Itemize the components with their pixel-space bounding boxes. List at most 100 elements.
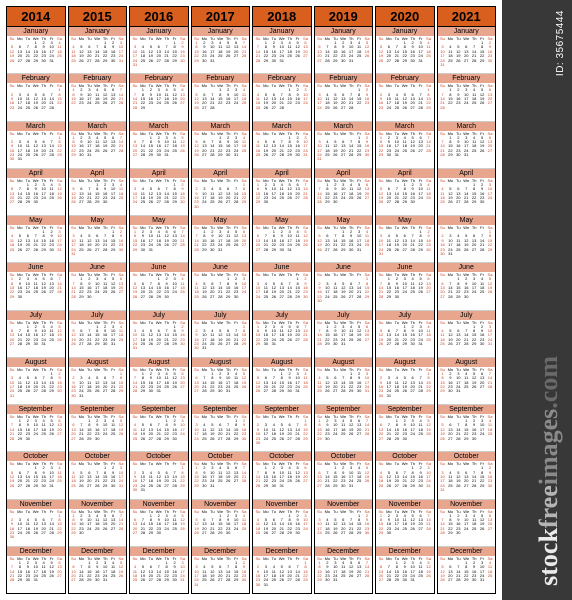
weeks: 1234567891011121314151617181920212223242… <box>253 466 311 498</box>
month-block: AugustSuMoTuWeThFrSa12345678910111213141… <box>438 358 496 405</box>
weeks: 1234567891011121314151617181920212223242… <box>69 561 127 593</box>
month-block: MaySuMoTuWeThFrSa12345678910111213141516… <box>130 216 188 263</box>
weeks: 1234567891011121314151617181920212223242… <box>376 372 434 404</box>
year-header: 2020 <box>376 7 434 27</box>
month-block: AugustSuMoTuWeThFrSa 1234567891011121314… <box>376 358 434 405</box>
weeks: 1234567891011121314151617181920212223242… <box>315 230 373 262</box>
weeks: 1234567891011121314151617181920212223242… <box>315 466 373 498</box>
month-block: JuneSuMoTuWeThFrSa 123456789101112131415… <box>253 263 311 310</box>
weeks: 1234567891011121314151617181920212223242… <box>7 419 65 451</box>
month-block: JanuarySuMoTuWeThFrSa 123456789101112131… <box>253 27 311 74</box>
month-name: September <box>253 405 311 414</box>
month-name: June <box>192 263 250 272</box>
month-name: November <box>7 500 65 509</box>
month-block: JuneSuMoTuWeThFrSa 123456789101112131415… <box>69 263 127 310</box>
weeks: 1234567891011121314151617181920212223242… <box>253 136 311 168</box>
month-name: August <box>130 358 188 367</box>
month-name: March <box>192 122 250 131</box>
month-block: JulySuMoTuWeThFrSa1234567891011121314151… <box>253 311 311 358</box>
month-block: FebruarySuMoTuWeThFrSa 12345678910111213… <box>438 74 496 121</box>
image-id-label: ID: 35675444 <box>555 10 566 76</box>
weeks: 1234567891011121314151617181920212223242… <box>192 372 250 404</box>
year-column: 2016JanuarySuMoTuWeThFrSa 12345678910111… <box>129 6 189 594</box>
month-block: FebruarySuMoTuWeThFrSa 12345678910111213… <box>192 74 250 121</box>
month-block: FebruarySuMoTuWeThFrSa 12345678910111213… <box>376 74 434 121</box>
month-block: SeptemberSuMoTuWeThFrSa12345678910111213… <box>315 405 373 452</box>
weeks: 1234567891011121314151617181920212223242… <box>192 230 250 262</box>
month-block: NovemberSuMoTuWeThFrSa 12345678910111213… <box>130 500 188 547</box>
month-name: March <box>376 122 434 131</box>
month-block: JuneSuMoTuWeThFrSa1234567891011121314151… <box>7 263 65 310</box>
month-block: AprilSuMoTuWeThFrSa 12345678910111213141… <box>438 169 496 216</box>
month-block: JuneSuMoTuWeThFrSa 123456789101112131415… <box>438 263 496 310</box>
weeks: 1234567891011121314151617181920212223242… <box>69 514 127 546</box>
month-block: SeptemberSuMoTuWeThFrSa 1234567891011121… <box>7 405 65 452</box>
month-name: January <box>253 27 311 36</box>
weeks: 1234567891011121314151617181920212223242… <box>376 419 434 451</box>
weeks: 1234567891011121314151617181920212223242… <box>315 88 373 120</box>
month-block: JulySuMoTuWeThFrSa 123456789101112131415… <box>69 311 127 358</box>
year-header: 2017 <box>192 7 250 27</box>
month-name: November <box>438 500 496 509</box>
month-name: July <box>438 311 496 320</box>
month-block: JuneSuMoTuWeThFrSa 123456789101112131415… <box>376 263 434 310</box>
weeks: 1234567891011121314151617181920212223242… <box>130 514 188 546</box>
month-block: OctoberSuMoTuWeThFrSa 123456789101112131… <box>315 452 373 499</box>
month-name: May <box>7 216 65 225</box>
year-header: 2014 <box>7 7 65 27</box>
year-header: 2019 <box>315 7 373 27</box>
year-column: 2018JanuarySuMoTuWeThFrSa 12345678910111… <box>252 6 312 594</box>
month-block: JanuarySuMoTuWeThFrSa 123456789101112131… <box>376 27 434 74</box>
month-name: July <box>253 311 311 320</box>
weeks: 1234567891011121314151617181920212223242… <box>438 230 496 262</box>
month-name: August <box>253 358 311 367</box>
month-name: December <box>7 547 65 556</box>
weeks: 1234567891011121314151617181920212223242… <box>130 325 188 357</box>
month-block: JulySuMoTuWeThFrSa 123456789101112131415… <box>315 311 373 358</box>
month-name: May <box>130 216 188 225</box>
month-block: SeptemberSuMoTuWeThFrSa 1234567891011121… <box>376 405 434 452</box>
month-name: May <box>69 216 127 225</box>
weeks: 1234567891011121314151617181920212223242… <box>376 136 434 168</box>
month-block: MarchSuMoTuWeThFrSa 12345678910111213141… <box>7 122 65 169</box>
weeks: 1234567891011121314151617181920212223242… <box>7 183 65 215</box>
month-name: October <box>376 452 434 461</box>
month-name: November <box>376 500 434 509</box>
month-name: May <box>192 216 250 225</box>
month-name: June <box>438 263 496 272</box>
weeks: 1234567891011121314151617181920212223242… <box>438 372 496 404</box>
weeks: 1234567891011121314151617181920212223242… <box>315 136 373 168</box>
weeks: 1234567891011121314151617181920212223242… <box>7 277 65 309</box>
month-name: December <box>130 547 188 556</box>
weeks: 1234567891011121314151617181920212223242… <box>376 561 434 593</box>
month-name: March <box>7 122 65 131</box>
month-block: FebruarySuMoTuWeThFrSa 12345678910111213… <box>253 74 311 121</box>
month-name: June <box>7 263 65 272</box>
month-block: JuneSuMoTuWeThFrSa 123456789101112131415… <box>315 263 373 310</box>
month-block: JuneSuMoTuWeThFrSa 123456789101112131415… <box>192 263 250 310</box>
month-block: NovemberSuMoTuWeThFrSa 12345678910111213… <box>315 500 373 547</box>
watermark-part: free <box>534 485 563 528</box>
weeks: 1234567891011121314151617181920212223242… <box>438 466 496 498</box>
month-name: June <box>69 263 127 272</box>
watermark-part: images <box>534 409 563 486</box>
month-name: July <box>130 311 188 320</box>
weeks: 1234567891011121314151617181920212223242… <box>438 514 496 546</box>
month-block: JanuarySuMoTuWeThFrSa 123456789101112131… <box>7 27 65 74</box>
year-header: 2015 <box>69 7 127 27</box>
month-name: May <box>253 216 311 225</box>
month-block: JanuarySuMoTuWeThFrSa 123456789101112131… <box>69 27 127 74</box>
month-name: June <box>130 263 188 272</box>
month-block: FebruarySuMoTuWeThFrSa 12345678910111213… <box>130 74 188 121</box>
weeks: 1234567891011121314151617181920212223242… <box>69 183 127 215</box>
month-block: JanuarySuMoTuWeThFrSa 123456789101112131… <box>438 27 496 74</box>
month-name: April <box>69 169 127 178</box>
month-name: February <box>69 74 127 83</box>
weeks: 1234567891011121314151617181920212223242… <box>7 372 65 404</box>
weeks: 1234567891011121314151617181920212223242… <box>438 325 496 357</box>
month-name: January <box>315 27 373 36</box>
month-name: January <box>376 27 434 36</box>
month-block: MarchSuMoTuWeThFrSa 12345678910111213141… <box>130 122 188 169</box>
year-column: 2014JanuarySuMoTuWeThFrSa 12345678910111… <box>6 6 66 594</box>
weeks: 1234567891011121314151617181920212223242… <box>130 466 188 498</box>
